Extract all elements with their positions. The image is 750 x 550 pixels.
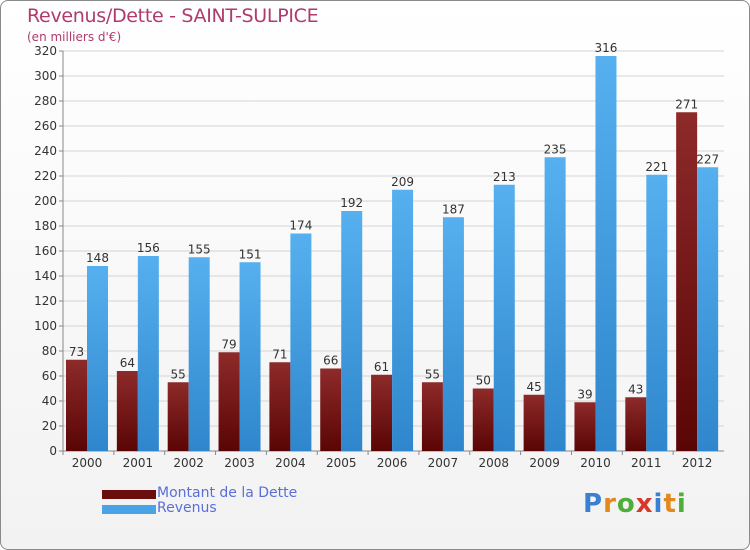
bar-dette <box>218 352 240 451</box>
x-tick-label: 2000 <box>72 456 103 470</box>
bar-revenus <box>697 167 719 451</box>
bar-dette <box>421 382 443 451</box>
value-label-revenus: 213 <box>493 170 516 184</box>
x-tick-label: 2007 <box>428 456 459 470</box>
x-tick-label: 2011 <box>631 456 662 470</box>
legend-swatch-revenus <box>102 505 156 514</box>
y-tick-label: 180 <box>34 219 57 233</box>
value-label-dette: 271 <box>675 97 698 111</box>
chart-subtitle: (en milliers d'€) <box>27 30 122 44</box>
bar-revenus <box>137 256 159 451</box>
value-label-dette: 64 <box>120 356 135 370</box>
bar-dette <box>320 368 342 451</box>
y-tick-label: 80 <box>42 344 57 358</box>
bar-revenus <box>239 262 261 451</box>
value-label-revenus: 148 <box>86 251 109 265</box>
y-tick-label: 200 <box>34 194 57 208</box>
bar-dette <box>167 382 189 451</box>
x-tick-label: 2009 <box>529 456 560 470</box>
x-tick-label: 2012 <box>682 456 713 470</box>
value-label-dette: 61 <box>374 360 389 374</box>
bar-dette <box>472 388 494 451</box>
y-tick-label: 280 <box>34 94 57 108</box>
bar-revenus <box>188 257 210 451</box>
y-tick-label: 100 <box>34 319 57 333</box>
value-label-revenus: 209 <box>391 175 414 189</box>
value-label-dette: 50 <box>476 374 491 388</box>
y-tick-label: 20 <box>42 419 57 433</box>
bar-dette <box>269 362 291 451</box>
y-tick-label: 40 <box>42 394 57 408</box>
value-label-dette: 55 <box>171 367 186 381</box>
x-tick-label: 2004 <box>275 456 306 470</box>
y-tick-label: 260 <box>34 119 57 133</box>
bar-dette <box>676 112 698 451</box>
bar-revenus <box>341 211 363 451</box>
x-tick-label: 2006 <box>377 456 408 470</box>
x-tick-label: 2002 <box>173 456 204 470</box>
bar-dette <box>574 402 596 451</box>
y-tick-label: 220 <box>34 169 57 183</box>
logo-letter: P <box>583 489 604 519</box>
logo-letter: i <box>653 489 664 519</box>
x-tick-label: 2001 <box>123 456 154 470</box>
value-label-dette: 79 <box>221 337 236 351</box>
bar-revenus <box>544 157 566 451</box>
bar-dette <box>523 394 545 451</box>
legend-swatch-dette <box>102 490 156 499</box>
value-label-revenus: 235 <box>544 142 567 156</box>
value-label-revenus: 151 <box>239 247 262 261</box>
x-tick-label: 2008 <box>478 456 509 470</box>
bar-dette <box>625 397 647 451</box>
bar-revenus <box>442 217 464 451</box>
bar-revenus <box>392 189 414 451</box>
value-label-revenus: 155 <box>188 242 211 256</box>
y-tick-label: 240 <box>34 144 57 158</box>
proxiti-logo: Proxiti <box>583 489 687 519</box>
value-label-revenus: 156 <box>137 241 160 255</box>
value-label-dette: 43 <box>628 382 643 396</box>
value-label-dette: 45 <box>526 380 541 394</box>
x-tick-label: 2010 <box>580 456 611 470</box>
bar-revenus <box>87 266 108 451</box>
value-label-dette: 73 <box>69 345 84 359</box>
value-label-dette: 39 <box>577 387 592 401</box>
y-tick-label: 120 <box>34 294 57 308</box>
logo-letter: x <box>635 489 654 519</box>
legend-label-dette: Montant de la Dette <box>157 485 298 501</box>
bar-dette <box>371 374 393 451</box>
bar-revenus <box>595 56 617 451</box>
y-tick-label: 60 <box>42 369 57 383</box>
legend-label-revenus: Revenus <box>157 500 217 516</box>
value-label-dette: 55 <box>425 367 440 381</box>
logo-letter: r <box>603 489 617 519</box>
y-tick-label: 160 <box>34 244 57 258</box>
value-label-revenus: 227 <box>696 152 719 166</box>
logo-letter: i <box>676 489 687 519</box>
chart-title: Revenus/Dette - SAINT-SULPICE <box>27 5 319 27</box>
bar-revenus <box>646 174 668 451</box>
value-label-revenus: 316 <box>595 41 618 55</box>
bar-revenus <box>290 233 312 451</box>
y-tick-label: 0 <box>49 444 57 458</box>
x-tick-label: 2003 <box>224 456 255 470</box>
value-label-revenus: 221 <box>645 160 668 174</box>
logo-letter: o <box>616 489 636 519</box>
logo-letter: t <box>663 489 677 519</box>
bar-dette <box>66 359 87 451</box>
value-label-dette: 66 <box>323 354 338 368</box>
bar-dette <box>116 371 138 451</box>
y-tick-label: 140 <box>34 269 57 283</box>
x-tick-label: 2005 <box>326 456 357 470</box>
value-label-dette: 71 <box>272 347 287 361</box>
bar-revenus <box>493 184 515 451</box>
value-label-revenus: 192 <box>340 196 363 210</box>
value-label-revenus: 187 <box>442 202 465 216</box>
y-tick-label: 300 <box>34 69 57 83</box>
y-tick-label: 320 <box>34 44 57 58</box>
value-label-revenus: 174 <box>289 219 312 233</box>
